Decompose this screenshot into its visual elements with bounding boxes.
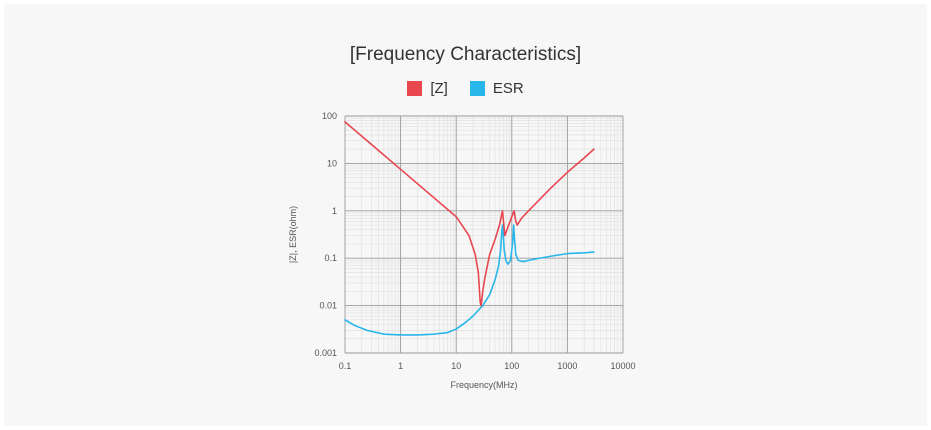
x-axis-title: Frequency(MHz) — [450, 380, 517, 390]
y-tick-label: 0.01 — [319, 301, 337, 311]
legend-swatch-esr — [469, 81, 485, 96]
minor-grid — [345, 116, 623, 353]
x-tick-label: 0.1 — [339, 361, 352, 371]
y-tick-label: 0.1 — [324, 253, 337, 263]
y-tick-label: 0.001 — [314, 348, 337, 358]
y-tick-label: 10 — [327, 158, 337, 168]
series-line-z — [344, 121, 595, 307]
x-tick-label: 10000 — [610, 361, 635, 371]
major-grid — [344, 115, 624, 354]
legend-label-z: [Z] — [430, 80, 448, 97]
series-layer — [344, 121, 595, 336]
legend-label-esr: ESR — [492, 80, 524, 97]
chart-title: [Frequency Characteristics] — [349, 44, 582, 65]
legend-item-esr[interactable]: ESR — [469, 80, 524, 97]
tick-labels: 0.1 1 10 100 1000 10000 100 10 1 0.1 0.01 0.001 — [314, 111, 635, 371]
y-axis-title: |Z|, ESR(ohm) — [288, 206, 298, 263]
y-tick-label: 1 — [332, 206, 337, 216]
legend-item-z[interactable]: [Z] — [407, 80, 448, 97]
legend-swatch-z — [407, 81, 423, 96]
x-tick-label: 10 — [451, 361, 461, 371]
chart-panel — [4, 4, 927, 426]
y-tick-label: 100 — [322, 111, 337, 121]
x-tick-label: 1 — [398, 361, 403, 371]
chart-legend: [Z] ESR — [0, 80, 931, 97]
series-line-esr — [344, 224, 595, 336]
x-tick-label: 100 — [504, 361, 519, 371]
x-tick-label: 1000 — [557, 361, 577, 371]
